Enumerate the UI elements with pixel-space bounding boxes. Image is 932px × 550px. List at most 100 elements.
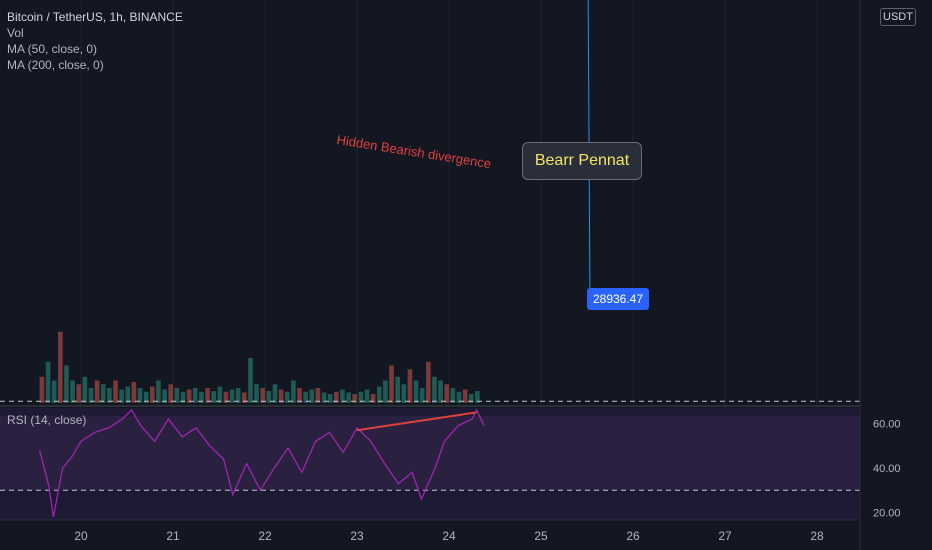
volume-bar	[321, 392, 327, 403]
volume-bar	[51, 380, 57, 403]
volume-bar	[217, 386, 223, 403]
volume-bar	[358, 391, 364, 403]
chart-legend: Bitcoin / TetherUS, 1h, BINANCE Vol MA (…	[7, 9, 183, 73]
volume-bar	[376, 386, 382, 403]
volume-bar	[260, 388, 266, 403]
volume-bar	[94, 380, 100, 403]
time-tick-label: 24	[442, 529, 456, 543]
volume-bar	[242, 392, 247, 403]
rsi-series-line	[38, 408, 485, 518]
volume-bar	[199, 391, 204, 403]
volume-bar	[291, 380, 296, 403]
grid	[80, 0, 818, 520]
volume-bar	[64, 365, 69, 403]
volume-bar	[229, 389, 235, 403]
volume-bar	[401, 384, 407, 403]
volume-bar	[340, 389, 345, 403]
volume-bar	[113, 380, 118, 403]
price-axis-panel	[860, 0, 932, 550]
volume-bar	[223, 391, 229, 403]
volume-bar	[426, 361, 431, 403]
volume-bar	[438, 380, 443, 403]
volume-bar	[168, 384, 174, 403]
volume-bar	[88, 388, 94, 403]
volume-bar	[119, 389, 124, 403]
time-tick-label: 23	[350, 529, 364, 543]
time-tick-label: 28	[810, 529, 824, 543]
volume-bar	[192, 388, 198, 403]
volume-bar	[407, 369, 413, 403]
volume-bar	[235, 388, 241, 403]
volume-bar	[303, 391, 308, 403]
volume-bar	[389, 365, 394, 403]
volume-bar	[444, 384, 450, 403]
volume-bar	[162, 389, 167, 403]
rsi-tick-label: 60.00	[873, 419, 901, 431]
volume-bar	[309, 389, 315, 403]
volume-bar	[186, 389, 192, 403]
time-tick-label: 26	[626, 529, 640, 543]
volume-bar	[278, 389, 284, 403]
volume-bar	[352, 394, 358, 403]
volume-bar	[125, 386, 131, 403]
rsi-tick-label: 20.00	[873, 508, 901, 520]
rsi-line	[0, 400, 860, 518]
volume-bar	[82, 376, 88, 403]
volume-bar	[395, 376, 400, 403]
time-tick-label: 25	[534, 529, 548, 543]
volume-bar	[131, 382, 137, 403]
volume-bar	[174, 388, 180, 403]
volume-bar	[254, 384, 259, 403]
time-tick-label: 22	[258, 529, 272, 543]
volume-bar	[76, 384, 82, 403]
time-tick-label: 20	[74, 529, 88, 543]
volume-bar	[248, 358, 253, 403]
volume-bar	[364, 389, 370, 403]
legend-vol[interactable]: Vol	[7, 26, 24, 40]
volume-bar	[475, 391, 480, 403]
currency-badge[interactable]: USDT	[880, 8, 916, 26]
volume-bar	[180, 391, 186, 403]
rsi-tick-label: 40.00	[873, 463, 901, 475]
volume-bar	[156, 380, 161, 403]
volume-bar	[334, 391, 339, 403]
volume-bar	[468, 394, 474, 403]
volume-bar	[100, 384, 106, 403]
volume-bar	[315, 388, 321, 403]
time-tick-label: 21	[166, 529, 180, 543]
volume-bar	[266, 391, 272, 403]
volume-bar	[383, 380, 388, 403]
volume-bar	[272, 384, 278, 403]
volume-bar	[150, 386, 155, 403]
legend-ma50[interactable]: MA (50, close, 0)	[7, 42, 98, 56]
volume-bar	[419, 388, 425, 403]
pattern-callout: Bearr Pennat	[522, 142, 642, 180]
volume-bar	[39, 376, 45, 403]
volume-bar	[462, 389, 468, 403]
legend-ma200[interactable]: MA (200, close, 0)	[7, 58, 104, 72]
volume-bar	[107, 388, 112, 403]
time-tick-label: 27	[718, 529, 732, 543]
target-price-label: 28936.47	[587, 288, 649, 310]
volume-bar	[346, 392, 351, 403]
rsi-divergence-line	[356, 411, 477, 432]
volume-bar	[284, 391, 290, 403]
volume-bar	[143, 391, 149, 403]
volume-bar	[413, 380, 419, 403]
volume-bar	[450, 388, 456, 403]
rsi-pane	[0, 405, 860, 520]
symbol-title[interactable]: Bitcoin / TetherUS, 1h, BINANCE	[7, 10, 183, 24]
volume-bar	[137, 388, 143, 403]
volume-bar	[297, 388, 302, 403]
rsi-legend[interactable]: RSI (14, close)	[7, 413, 87, 427]
volume-bar	[211, 391, 216, 403]
volume-bar	[327, 394, 333, 403]
volume-bar	[205, 388, 210, 403]
volume-bar	[456, 391, 462, 403]
time-axis-panel	[0, 520, 860, 550]
volume-bars	[39, 331, 480, 403]
volume-bar	[45, 361, 51, 403]
volume-bar	[370, 394, 376, 403]
